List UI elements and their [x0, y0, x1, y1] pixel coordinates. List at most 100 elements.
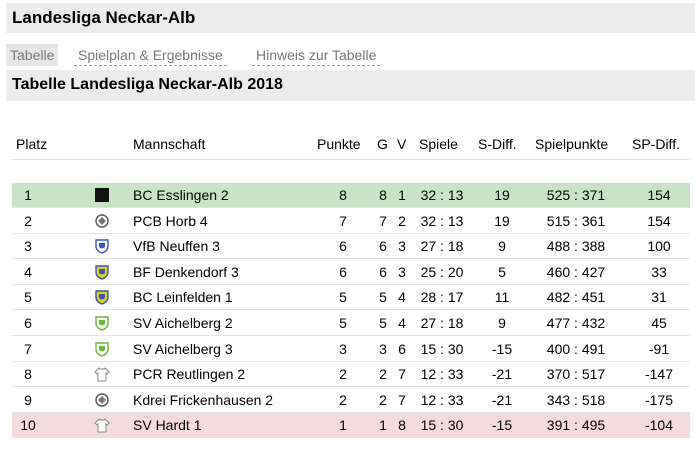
- cell-g: 3: [379, 340, 387, 357]
- header-platz: Platz: [16, 136, 48, 152]
- table-row: 1 BC Esslingen 2 8 8 1 32 : 13 19 525 : 371 154: [12, 183, 690, 208]
- tab-tabelle[interactable]: Tabelle: [6, 44, 59, 66]
- tab-hinweis-zur-tabelle[interactable]: Hinweis zur Tabelle: [252, 44, 381, 66]
- table-row: 9 Kdrei Frickenhausen 2 2 2 7 12 : 33 -21 343 :…: [12, 388, 690, 413]
- cell-s-diff: -21: [491, 391, 513, 408]
- cell-spielpunkte: 477 : 432: [546, 315, 606, 331]
- cell-g: 8: [379, 187, 387, 203]
- page-header: Landesliga Neckar-Alb: [6, 3, 695, 33]
- cell-sp-diff: -175: [644, 391, 674, 408]
- table-row: 4 BF Denkendorf 3 6 6 3 25 : 20 5 460 : 427 33: [12, 260, 690, 285]
- table-row: 7 SV Aichelberg 3 3 3 6 15 : 30 -15 400 : 491 -9…: [12, 337, 690, 362]
- cell-punkte: 6: [339, 263, 347, 280]
- cell-v: 7: [398, 391, 406, 408]
- cell-platz: 5: [24, 289, 32, 306]
- cell-spiele: 25 : 20: [420, 263, 464, 280]
- cell-s-diff: 19: [494, 212, 510, 229]
- cell-s-diff: 9: [498, 315, 506, 331]
- cell-v: 6: [398, 340, 406, 357]
- cell-team[interactable]: PCR Reutlingen 2: [133, 366, 246, 383]
- cell-sp-diff: 100: [647, 238, 671, 255]
- cell-spiele: 27 : 18: [420, 238, 464, 255]
- section-header: Tabelle Landesliga Neckar-Alb 2018: [6, 70, 695, 101]
- cell-punkte: 5: [339, 289, 347, 306]
- table-row: 10 SV Hardt 1 1 1 8 15 : 30 -15 391 : 495 -104: [12, 413, 690, 439]
- cell-spielpunkte: 400 : 491: [546, 340, 606, 357]
- cell-v: 8: [398, 417, 406, 434]
- cell-spiele: 12 : 33: [420, 391, 464, 408]
- club-shield-icon: [94, 341, 110, 357]
- cell-g: 6: [379, 238, 387, 255]
- table-row: 6 SV Aichelberg 2 5 5 4 27 : 18 9 477 : 432 45: [12, 311, 690, 336]
- cell-sp-diff: -147: [644, 366, 674, 383]
- cell-platz: 9: [24, 391, 32, 408]
- cell-spiele: 15 : 30: [420, 340, 464, 357]
- cell-team[interactable]: BF Denkendorf 3: [133, 263, 239, 280]
- tab-bar: Tabelle Spielplan & Ergebnisse Hinweis z…: [6, 44, 695, 66]
- table-row: 5 BC Leinfelden 1 5 5 4 28 : 17 11 482 : 451 31: [12, 285, 690, 311]
- cell-team[interactable]: SV Hardt 1: [133, 417, 202, 434]
- shirt-icon: [94, 417, 110, 433]
- cell-platz: 3: [24, 238, 32, 255]
- cell-team[interactable]: Kdrei Frickenhausen 2: [133, 391, 274, 408]
- club-crest-icon: [94, 392, 110, 408]
- cell-platz: 1: [24, 187, 32, 203]
- cell-spielpunkte: 515 : 361: [546, 212, 606, 229]
- cell-s-diff: 5: [498, 263, 506, 280]
- cell-v: 4: [398, 315, 406, 331]
- cell-spiele: 27 : 18: [420, 315, 464, 331]
- cell-s-diff: -15: [491, 417, 513, 434]
- cell-punkte: 6: [339, 238, 347, 255]
- cell-s-diff: 19: [494, 187, 510, 203]
- cell-team[interactable]: BC Esslingen 2: [133, 187, 229, 203]
- cell-punkte: 7: [339, 212, 347, 229]
- tab-spielplan-ergebnisse[interactable]: Spielplan & Ergebnisse: [74, 44, 227, 66]
- cell-v: 4: [398, 289, 406, 306]
- cell-s-diff: 11: [494, 289, 510, 306]
- section-title: Tabelle Landesliga Neckar-Alb 2018: [12, 76, 283, 93]
- cell-sp-diff: 154: [647, 187, 671, 203]
- cell-punkte: 3: [339, 340, 347, 357]
- table-row: 2 PCB Horb 4 7 7 2 32 : 13 19 515 : 361 154: [12, 209, 690, 234]
- cell-spiele: 12 : 33: [420, 366, 464, 383]
- cell-punkte: 5: [339, 315, 347, 331]
- black-square-icon: [94, 187, 110, 203]
- cell-team[interactable]: SV Aichelberg 2: [133, 315, 233, 331]
- cell-spielpunkte: 391 : 495: [546, 417, 606, 434]
- cell-punkte: 1: [339, 417, 347, 434]
- cell-spiele: 32 : 13: [420, 187, 464, 203]
- cell-g: 7: [379, 212, 387, 229]
- header-spielpunkte: Spielpunkte: [535, 136, 609, 152]
- header-g: G: [377, 136, 388, 152]
- cell-sp-diff: 154: [647, 212, 671, 229]
- cell-v: 7: [398, 366, 406, 383]
- cell-sp-diff: 31: [651, 289, 667, 306]
- cell-punkte: 2: [339, 391, 347, 408]
- cell-spiele: 32 : 13: [420, 212, 464, 229]
- cell-spielpunkte: 488 : 388: [546, 238, 606, 255]
- cell-g: 6: [379, 263, 387, 280]
- cell-spielpunkte: 370 : 517: [546, 366, 606, 383]
- cell-punkte: 8: [339, 187, 347, 203]
- cell-team[interactable]: VfB Neuffen 3: [133, 238, 220, 255]
- table-header-row: Platz Mannschaft Punkte G V Spiele S-Dif…: [12, 128, 690, 160]
- cell-spiele: 28 : 17: [420, 289, 464, 306]
- club-shield-icon: [94, 264, 110, 280]
- cell-g: 2: [379, 366, 387, 383]
- club-shield-icon: [94, 315, 110, 331]
- cell-team[interactable]: BC Leinfelden 1: [133, 289, 233, 306]
- cell-v: 3: [398, 263, 406, 280]
- header-mannschaft: Mannschaft: [133, 136, 206, 152]
- table-row: 8 PCR Reutlingen 2 2 2 7 12 : 33 -21 370 : 517-…: [12, 362, 690, 388]
- cell-platz: 4: [24, 263, 32, 280]
- cell-team[interactable]: SV Aichelberg 3: [133, 340, 233, 357]
- header-punkte: Punkte: [317, 136, 361, 152]
- cell-g: 5: [379, 315, 387, 331]
- cell-team[interactable]: PCB Horb 4: [133, 212, 208, 229]
- header-sp-diff: SP-Diff.: [632, 136, 680, 152]
- cell-spielpunkte: 482 : 451: [546, 289, 606, 306]
- cell-sp-diff: 45: [651, 315, 667, 331]
- club-shield-icon: [94, 238, 110, 254]
- cell-platz: 8: [24, 366, 32, 383]
- cell-platz: 2: [24, 212, 32, 229]
